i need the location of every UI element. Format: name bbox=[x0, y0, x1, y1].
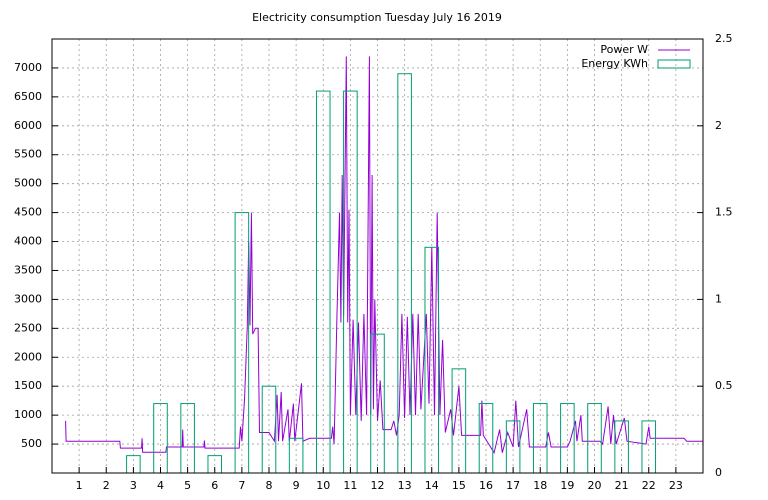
chart-title: Electricity consumption Tuesday July 16 … bbox=[252, 11, 502, 24]
y-tick-label: 1000 bbox=[14, 408, 42, 421]
x-tick-label: 13 bbox=[398, 479, 412, 492]
y-tick-label: 500 bbox=[21, 437, 42, 450]
x-tick-label: 5 bbox=[184, 479, 191, 492]
y-tick-label: 2000 bbox=[14, 350, 42, 363]
y2-tick-label: 1.5 bbox=[715, 206, 733, 219]
y-tick-label: 3500 bbox=[14, 263, 42, 276]
x-tick-label: 11 bbox=[343, 479, 357, 492]
x-tick-label: 21 bbox=[615, 479, 629, 492]
x-tick-label: 3 bbox=[130, 479, 137, 492]
x-tick-label: 4 bbox=[157, 479, 164, 492]
x-tick-label: 22 bbox=[642, 479, 656, 492]
plot-frame bbox=[51, 38, 704, 474]
x-tick-label: 1 bbox=[76, 479, 83, 492]
y2-tick-label: 0 bbox=[715, 466, 722, 479]
x-tick-label: 23 bbox=[669, 479, 683, 492]
x-tick-label: 19 bbox=[560, 479, 574, 492]
legend-label: Energy KWh bbox=[581, 57, 648, 70]
legend-label: Power W bbox=[600, 43, 648, 56]
x-tick-label: 18 bbox=[533, 479, 547, 492]
y-tick-label: 3000 bbox=[14, 292, 42, 305]
y2-tick-label: 2.5 bbox=[715, 32, 733, 45]
y-tick-label: 5500 bbox=[14, 148, 42, 161]
y-tick-label: 6500 bbox=[14, 90, 42, 103]
x-tick-label: 20 bbox=[588, 479, 602, 492]
x-tick-label: 10 bbox=[316, 479, 330, 492]
y-tick-label: 5000 bbox=[14, 177, 42, 190]
x-tick-label: 15 bbox=[452, 479, 466, 492]
y2-tick-label: 1 bbox=[715, 292, 722, 305]
y-tick-label: 2500 bbox=[14, 321, 42, 334]
x-tick-label: 8 bbox=[266, 479, 273, 492]
legend-swatch bbox=[657, 59, 691, 69]
x-tick-label: 12 bbox=[371, 479, 385, 492]
power-line bbox=[65, 56, 703, 454]
x-tick-label: 6 bbox=[211, 479, 218, 492]
y-tick-label: 6000 bbox=[14, 119, 42, 132]
x-tick-label: 17 bbox=[506, 479, 520, 492]
x-tick-label: 16 bbox=[479, 479, 493, 492]
x-tick-label: 9 bbox=[293, 479, 300, 492]
x-tick-label: 7 bbox=[238, 479, 245, 492]
y-tick-label: 1500 bbox=[14, 379, 42, 392]
x-tick-label: 2 bbox=[103, 479, 110, 492]
y2-tick-label: 2 bbox=[715, 119, 722, 132]
y2-tick-label: 0.5 bbox=[715, 379, 733, 392]
y-tick-label: 4500 bbox=[14, 206, 42, 219]
y-tick-label: 4000 bbox=[14, 235, 42, 248]
x-tick-label: 14 bbox=[425, 479, 439, 492]
y-tick-label: 7000 bbox=[14, 61, 42, 74]
